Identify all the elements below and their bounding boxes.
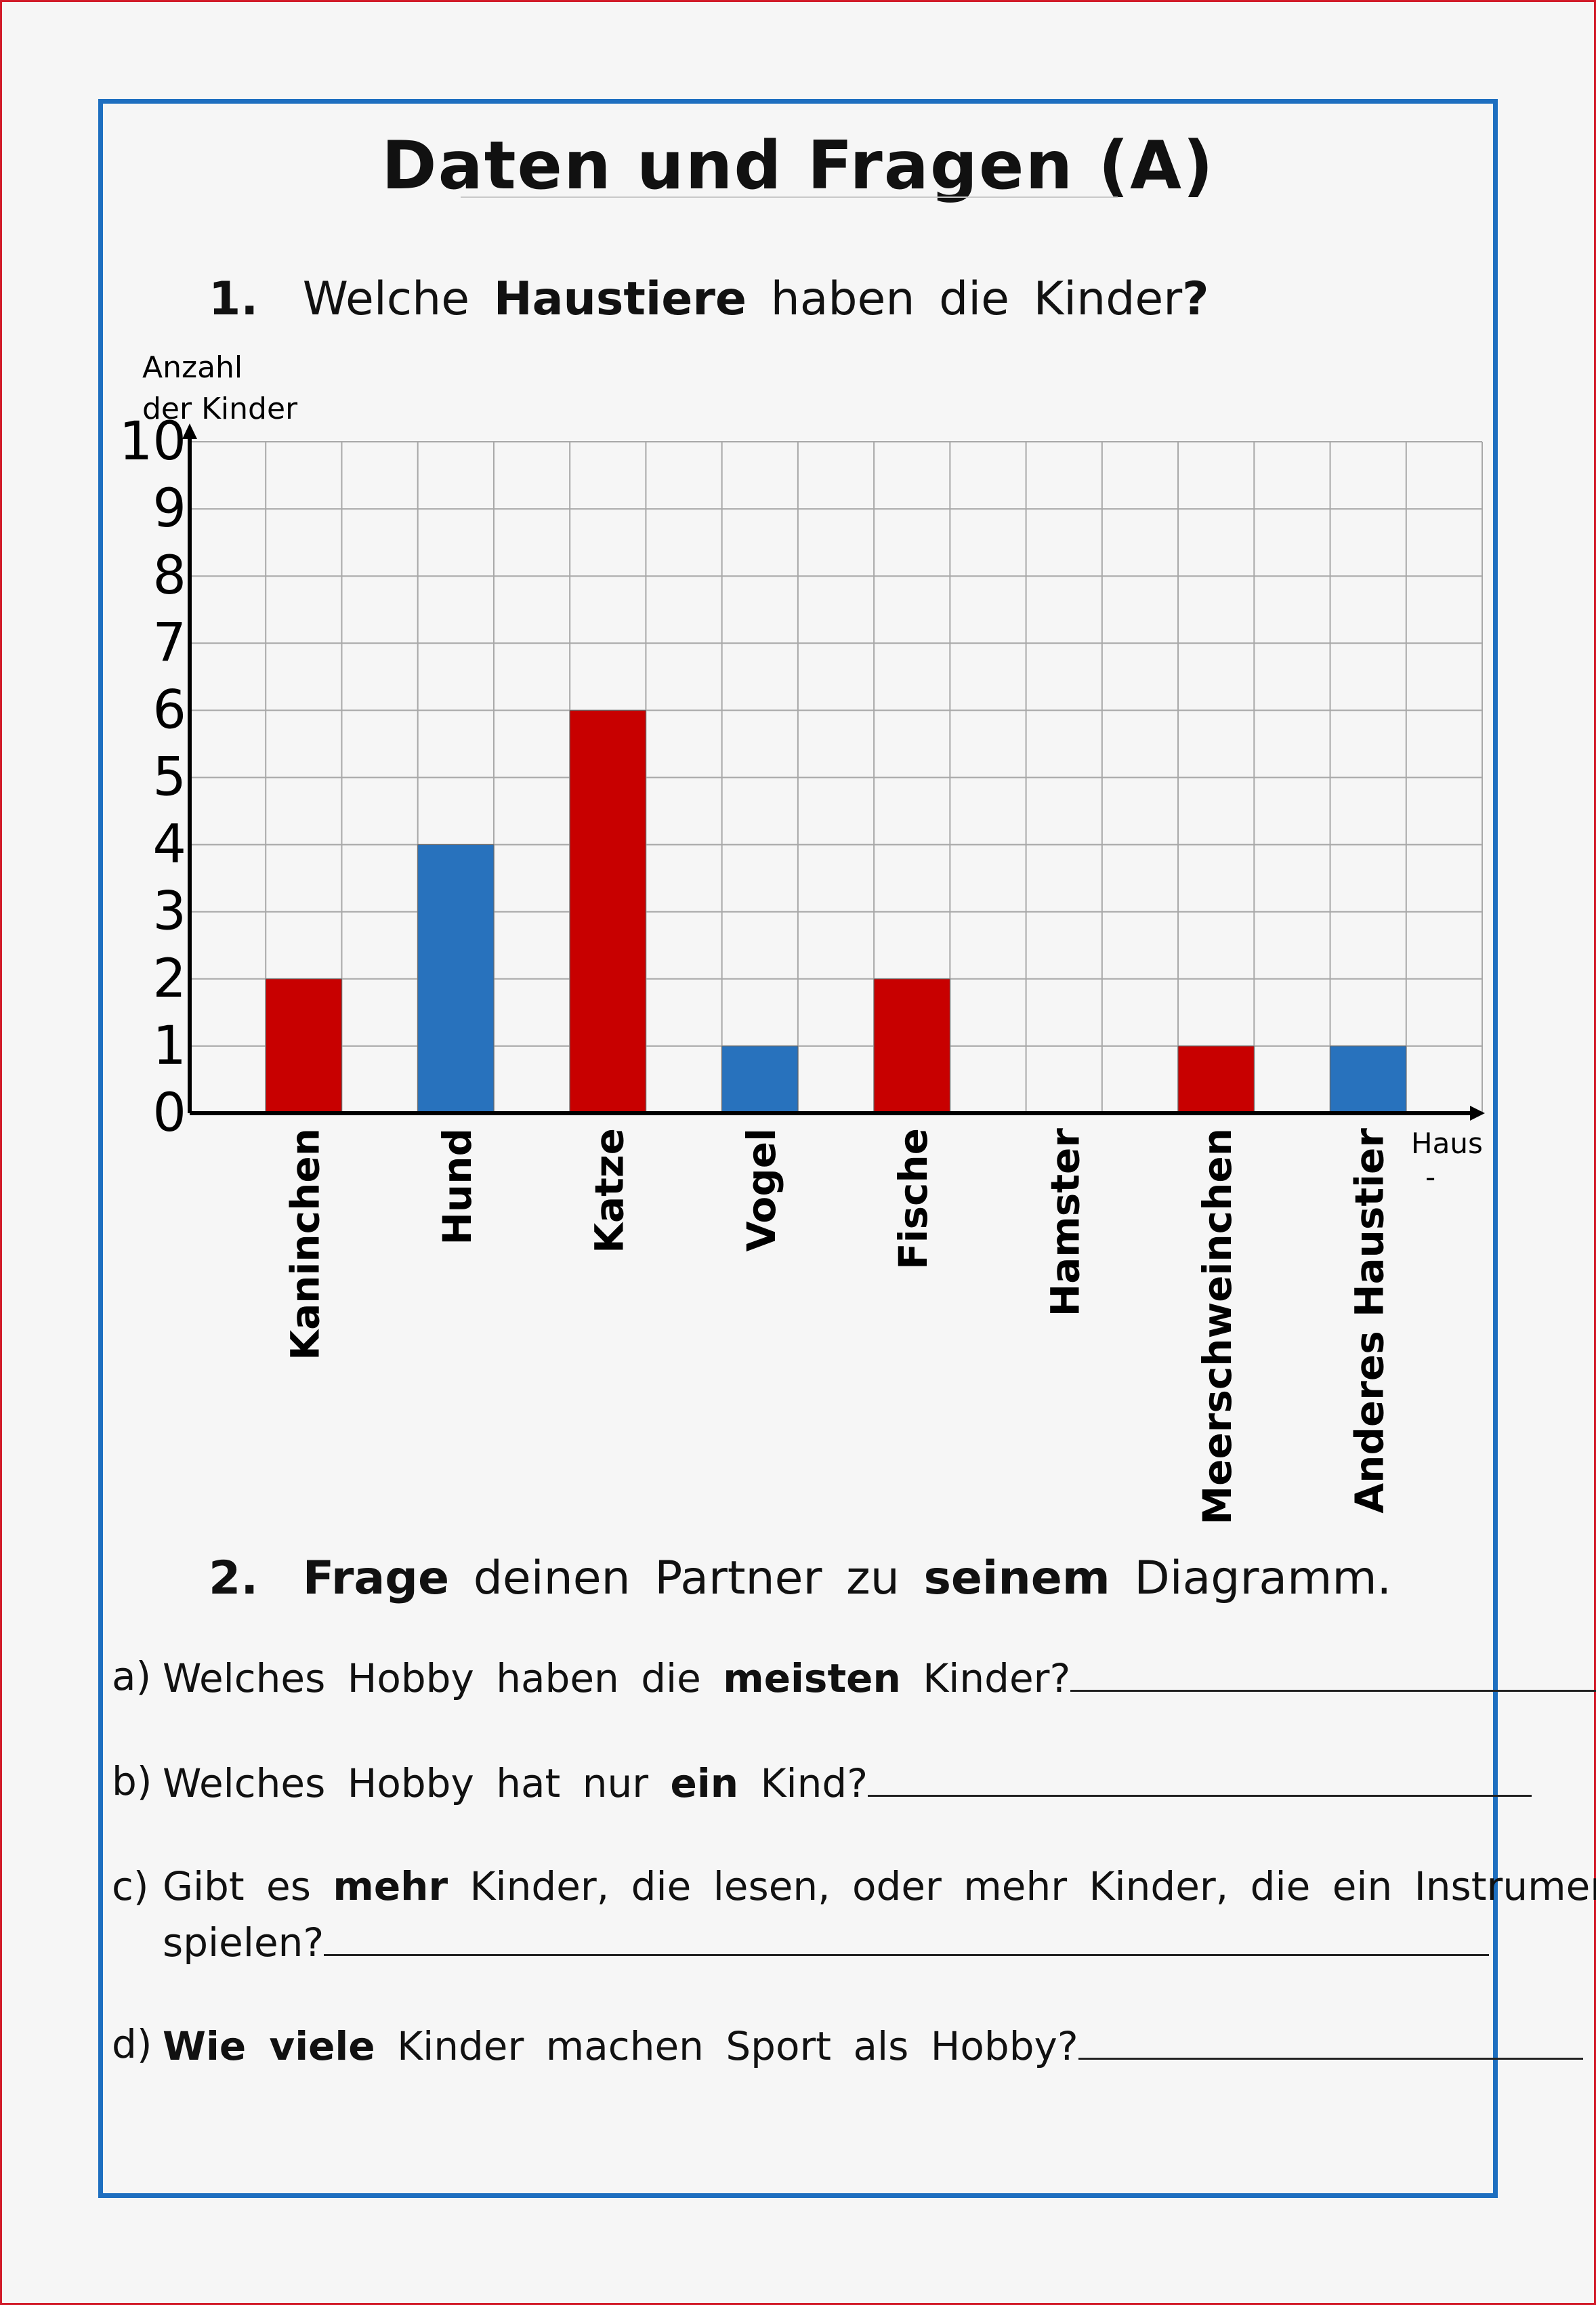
bar-anderes-haustier (1330, 1045, 1407, 1114)
category-label-meerschweinchen: Meerschweinchen (1194, 1128, 1240, 1524)
question-2-bold1: Frage (302, 1552, 450, 1605)
bar-katze (569, 709, 646, 1114)
question-d-post: Kinder machen Sport als Hobby? (397, 2023, 1078, 2069)
question-2-heading: 2. Frage deinen Partner zu seinem Diagra… (209, 1552, 1391, 1605)
page-title: Daten und Fragen (A) (381, 127, 1215, 205)
answer-line-d[interactable] (1078, 2021, 1583, 2060)
y-tick-label: 4 (152, 814, 186, 875)
question-b-letter: b) (112, 1758, 152, 1804)
question-c-pre: Gibt es (163, 1863, 311, 1909)
x-category-labels: Kaninchen Hund Katze Vogel Fische Hamster Meer… (282, 1128, 1392, 1524)
y-tick-label: 3 (152, 881, 186, 942)
category-label-kaninchen: Kaninchen (282, 1128, 328, 1361)
bar-meerschweinchen (1177, 1045, 1255, 1114)
question-d-text: Wie viele Kinder machen Sport als Hobby? (163, 2021, 1583, 2069)
question-2-mid: deinen Partner zu (473, 1552, 900, 1605)
x-axis-title-line2: - (1425, 1161, 1435, 1194)
question-d-bold: Wie viele (163, 2023, 375, 2069)
question-2-number: 2. (209, 1552, 259, 1605)
y-tick-label: 6 (152, 680, 186, 741)
question-b-post: Kind? (760, 1760, 868, 1806)
y-tick-label: 9 (152, 478, 186, 539)
y-tick-label: 10 (119, 411, 186, 472)
chart-axes (182, 423, 1485, 1121)
question-c-line2: spielen? (163, 1917, 1490, 1966)
y-tick-label: 2 (152, 949, 186, 1010)
category-label-anderes-haustier: Anderes Haustier (1347, 1128, 1393, 1514)
question-2-post: Diagramm. (1134, 1552, 1392, 1605)
question-1-number: 1. (209, 272, 259, 326)
chart-bars (265, 709, 1407, 1114)
category-label-hamster: Hamster (1043, 1128, 1089, 1317)
question-c-text: Gibt es mehr Kinder, die lesen, oder meh… (163, 1863, 1596, 1909)
title-underline (461, 196, 1118, 198)
question-b-text: Welches Hobby hat nur ein Kind? (163, 1758, 1532, 1806)
question-c-line2-text: spielen? (163, 1919, 324, 1966)
category-label-hund: Hund (434, 1128, 480, 1245)
y-axis-title-line1: Anzahl (142, 350, 243, 385)
worksheet-frame (98, 99, 1498, 2198)
y-axis-arrow (182, 423, 197, 439)
category-label-fische: Fische (890, 1128, 936, 1270)
y-tick-label: 5 (152, 747, 186, 808)
question-a-text: Welches Hobby haben die meisten Kinder? (163, 1653, 1596, 1701)
bar-kaninchen (265, 978, 342, 1114)
y-tick-label: 1 (152, 1016, 186, 1077)
question-c-letter: c) (112, 1863, 149, 1909)
question-d-letter: d) (112, 2021, 152, 2067)
chart-grid (189, 441, 1483, 1114)
y-tick-label: 0 (152, 1083, 186, 1144)
question-1-heading: 1. Welche Haustiere haben die Kinder? (209, 272, 1209, 326)
question-a-post: Kinder? (923, 1655, 1071, 1701)
y-axis-title-line2: der Kinder (142, 392, 298, 426)
question-c-post: Kinder, die lesen, oder mehr Kinder, die… (469, 1863, 1596, 1909)
question-2-bold2: seinem (923, 1552, 1110, 1605)
bar-hund (417, 844, 495, 1114)
bar-fische (873, 978, 950, 1114)
question-a-letter: a) (112, 1653, 152, 1699)
question-c-bold: mehr (333, 1863, 448, 1909)
question-1-mark: ? (1182, 272, 1209, 326)
question-a-bold: meisten (723, 1655, 901, 1701)
answer-line-a[interactable] (1070, 1653, 1596, 1692)
answer-line-c[interactable] (324, 1917, 1490, 1956)
category-label-katze: Katze (586, 1128, 632, 1253)
x-axis-arrow (1470, 1106, 1485, 1121)
question-a-pre: Welches Hobby haben die (163, 1655, 701, 1701)
x-axis-title-line1: Haus (1411, 1127, 1483, 1160)
y-tick-label: 7 (152, 612, 186, 673)
answer-line-b[interactable] (867, 1758, 1532, 1797)
question-b-pre: Welches Hobby hat nur (163, 1760, 649, 1806)
question-1-post: haben die Kinder (770, 272, 1183, 326)
category-label-vogel: Vogel (738, 1128, 784, 1251)
y-tick-label: 8 (152, 545, 186, 606)
question-1-pre: Welche (302, 272, 470, 326)
question-1-bold: Haustiere (493, 272, 747, 326)
question-b-bold: ein (670, 1760, 739, 1806)
bar-vogel (721, 1045, 799, 1114)
question-c: c) Gibt es mehr Kinder, die lesen, oder … (112, 1863, 1596, 1972)
